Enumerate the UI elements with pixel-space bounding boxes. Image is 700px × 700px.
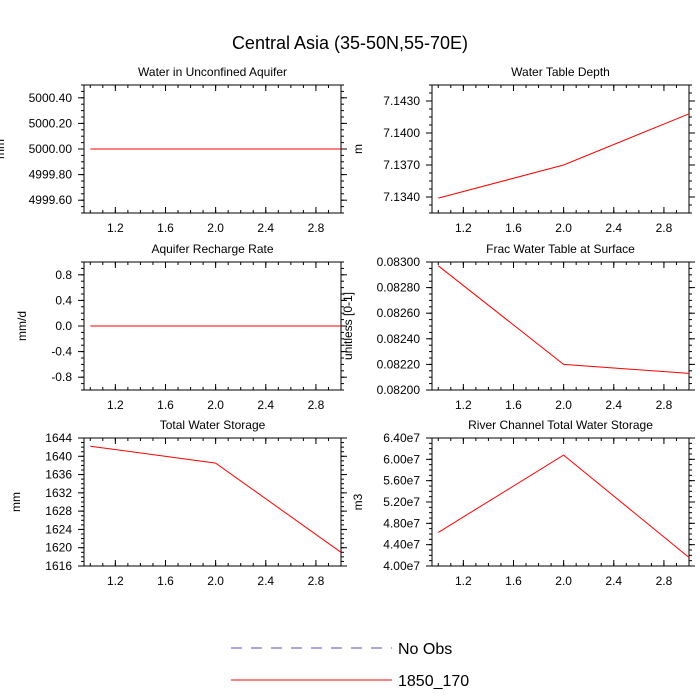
x-tick-label: 1.6 — [505, 398, 522, 412]
panel-3: Aquifer Recharge Rate mm/d 1.2 1.6 2.0 2.4 2.8… — [15, 242, 347, 412]
x-tick-label: 1.6 — [157, 574, 174, 588]
y-tick-label: 5000.40 — [29, 91, 73, 105]
x-tick-label: 2.8 — [308, 221, 325, 235]
y-tick-label: 1628 — [45, 504, 72, 518]
x-tick-label: 2.4 — [257, 221, 274, 235]
legend-label: No Obs — [398, 641, 452, 658]
y-tick-label: 5.60e7 — [383, 474, 420, 488]
y-tick-label: 0.4 — [55, 293, 72, 307]
y-tick-label: 0.8 — [55, 268, 72, 282]
y-tick-label: 7.1340 — [383, 190, 420, 204]
x-tick-label: 2.0 — [207, 398, 224, 412]
y-tick-label: -0.8 — [51, 370, 72, 384]
y-tick-label: 1616 — [45, 559, 72, 573]
y-tick-label: 7.1400 — [383, 126, 420, 140]
panel-title: Water Table Depth — [511, 65, 610, 79]
y-axis-label: mm/d — [15, 311, 29, 341]
series-line — [438, 454, 690, 558]
plot-frame — [83, 437, 342, 567]
y-tick-label: 1632 — [45, 486, 72, 500]
y-tick-label: 5.20e7 — [383, 495, 420, 509]
y-tick-label: 4999.80 — [29, 168, 73, 182]
x-tick-label: 2.8 — [308, 398, 325, 412]
y-tick-label: 1624 — [45, 522, 72, 536]
x-tick-label: 1.6 — [505, 574, 522, 588]
y-tick-label: 5000.20 — [29, 116, 73, 130]
y-tick-label: 1640 — [45, 449, 72, 463]
x-tick-label: 2.4 — [605, 221, 622, 235]
x-tick-label: 1.6 — [157, 221, 174, 235]
x-tick-label: 2.8 — [308, 574, 325, 588]
y-tick-label: 1644 — [45, 431, 72, 445]
y-tick-label: 4.00e7 — [383, 559, 420, 573]
panel-title: River Channel Total Water Storage — [468, 418, 653, 432]
y-tick-label: 4.80e7 — [383, 516, 420, 530]
y-axis-label: mm — [0, 139, 7, 159]
series-line — [438, 113, 690, 199]
y-tick-label: 0.08240 — [377, 332, 421, 346]
x-tick-label: 1.2 — [455, 221, 472, 235]
y-axis-label: unitless [0-1] — [341, 292, 355, 360]
figure-title: Central Asia (35-50N,55-70E) — [231, 33, 469, 53]
x-tick-label: 1.6 — [157, 398, 174, 412]
x-tick-label: 2.0 — [207, 221, 224, 235]
y-axis-label: mm — [9, 492, 23, 512]
y-tick-label: 4999.60 — [29, 193, 73, 207]
x-tick-label: 1.2 — [107, 221, 124, 235]
y-tick-label: -0.4 — [51, 345, 72, 359]
panel-title: Frac Water Table at Surface — [486, 242, 635, 256]
x-tick-label: 2.0 — [207, 574, 224, 588]
y-tick-label: 0.0 — [55, 319, 72, 333]
y-tick-label: 7.1430 — [383, 94, 420, 108]
panel-6: River Channel Total Water Storage m3 1.2 1.… — [351, 418, 695, 588]
x-tick-label: 2.8 — [656, 221, 673, 235]
y-tick-label: 0.08260 — [377, 306, 421, 320]
series-line — [437, 265, 690, 374]
x-tick-label: 2.4 — [605, 574, 622, 588]
x-tick-label: 2.0 — [555, 398, 572, 412]
y-tick-label: 0.08220 — [377, 357, 421, 371]
y-tick-label: 0.08280 — [377, 281, 421, 295]
legend-label: 1850_170 — [398, 673, 469, 690]
y-tick-label: 6.00e7 — [383, 452, 420, 466]
y-tick-label: 6.40e7 — [383, 431, 420, 445]
y-tick-label: 7.1370 — [383, 158, 420, 172]
y-axis-label: m — [351, 144, 365, 154]
y-tick-label: 1636 — [45, 468, 72, 482]
panel-title: Total Water Storage — [160, 418, 266, 432]
y-axis-label: m3 — [351, 493, 365, 510]
x-tick-label: 2.8 — [656, 574, 673, 588]
panel-1: Water in Unconfined Aquifer mm 1.2 1.6 2.0 2.… — [0, 65, 347, 235]
panel-title: Aquifer Recharge Rate — [151, 242, 273, 256]
panel-4: Frac Water Table at Surface unitless [0-1… — [341, 242, 695, 412]
y-tick-label: 5000.00 — [29, 142, 73, 156]
x-tick-label: 2.4 — [605, 398, 622, 412]
x-tick-label: 2.0 — [555, 574, 572, 588]
x-tick-label: 2.4 — [257, 574, 274, 588]
panel-5: Total Water Storage mm 1.2 1.6 2.0 2.4 2.8 1644… — [9, 418, 347, 588]
x-tick-label: 1.2 — [455, 398, 472, 412]
y-tick-label: 0.08300 — [377, 255, 421, 269]
legend: No Obs 1850_170 — [231, 641, 469, 690]
x-tick-label: 2.8 — [656, 398, 673, 412]
x-tick-label: 1.2 — [107, 574, 124, 588]
y-tick-label: 0.08200 — [377, 383, 421, 397]
y-tick-label: 4.40e7 — [383, 538, 420, 552]
x-tick-label: 2.0 — [555, 221, 572, 235]
panel-title: Water in Unconfined Aquifer — [138, 65, 287, 79]
y-tick-label: 1620 — [45, 541, 72, 555]
x-tick-label: 1.6 — [505, 221, 522, 235]
series-line — [90, 445, 342, 553]
x-tick-label: 1.2 — [455, 574, 472, 588]
panel-2: Water Table Depth m 1.2 1.6 2.0 2.4 2.8 7.1430 7… — [351, 65, 695, 235]
x-tick-label: 1.2 — [107, 398, 124, 412]
plot-frame — [431, 84, 690, 214]
x-tick-label: 2.4 — [257, 398, 274, 412]
